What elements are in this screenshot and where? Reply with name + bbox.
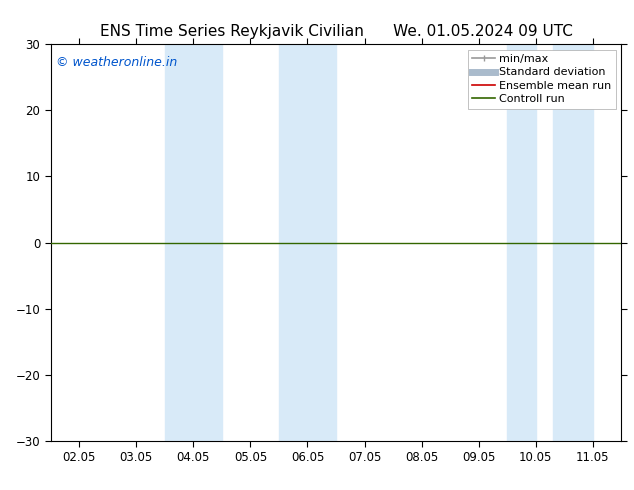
Legend: min/max, Standard deviation, Ensemble mean run, Controll run: min/max, Standard deviation, Ensemble me… <box>468 49 616 109</box>
Text: © weatheronline.in: © weatheronline.in <box>56 56 178 69</box>
Bar <box>507 44 536 441</box>
Bar <box>165 44 222 441</box>
Title: ENS Time Series Reykjavik Civilian      We. 01.05.2024 09 UTC: ENS Time Series Reykjavik Civilian We. 0… <box>100 24 573 39</box>
Bar <box>553 44 593 441</box>
Bar <box>279 44 336 441</box>
